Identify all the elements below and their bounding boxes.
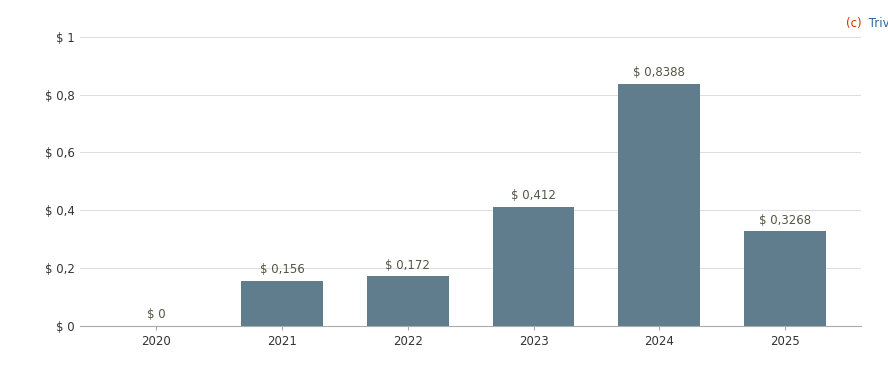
Text: $ 0,8388: $ 0,8388 <box>633 66 686 79</box>
Text: (c): (c) <box>845 17 861 30</box>
Bar <box>744 231 826 326</box>
Bar <box>242 280 323 326</box>
Text: Trivano.com: Trivano.com <box>865 17 888 30</box>
Text: $ 0,3268: $ 0,3268 <box>759 214 811 227</box>
Bar <box>493 207 575 326</box>
Bar <box>367 276 448 326</box>
Text: $ 0: $ 0 <box>147 308 166 321</box>
Text: $ 0,156: $ 0,156 <box>259 263 305 276</box>
Text: $ 0,172: $ 0,172 <box>385 259 430 272</box>
Text: $ 0,412: $ 0,412 <box>511 189 556 202</box>
Bar <box>618 84 700 326</box>
